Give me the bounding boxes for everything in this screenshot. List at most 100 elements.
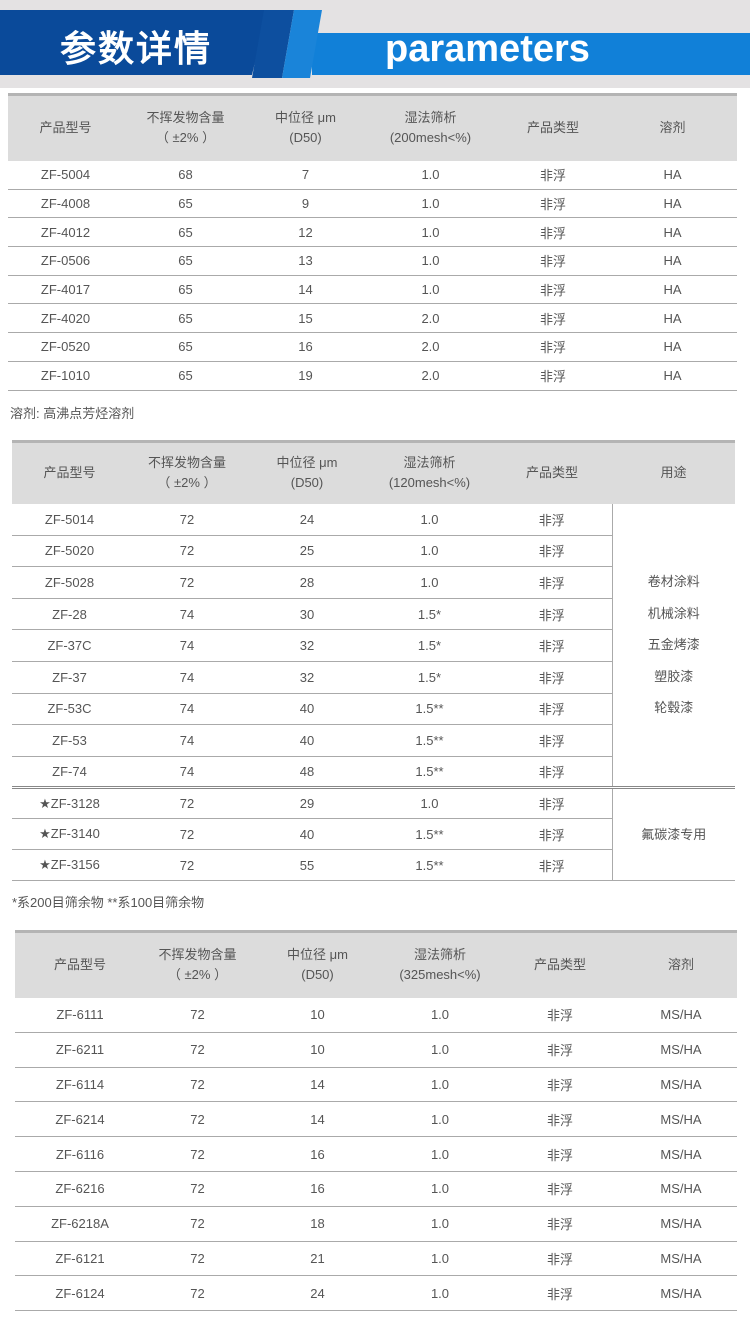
- column-header-model: 产品型号: [12, 440, 127, 504]
- cell-type: 非浮: [495, 1136, 625, 1172]
- cell-type: 非浮: [492, 566, 612, 599]
- cell-sieve: 1.0: [363, 160, 498, 190]
- column-header-sieve: 湿法筛析 (200mesh<%): [363, 93, 498, 161]
- cell-col6: HA: [608, 303, 737, 334]
- cell-type: 非浮: [495, 1206, 625, 1242]
- cell-type: 非浮: [495, 1101, 625, 1138]
- cell-sieve: 2.0: [363, 332, 498, 362]
- table-row: ZF-6114 72 14 1.0 非浮 MS/HA: [15, 1067, 737, 1103]
- column-header-nonvolatile: 不挥发物含量 （ ±2% ）: [123, 93, 248, 161]
- cell-col6: MS/HA: [625, 997, 737, 1033]
- cell-model: ZF-4008: [8, 189, 123, 219]
- header-text: 产品型号: [53, 957, 106, 973]
- cell-model: ZF-53: [12, 724, 127, 757]
- usage-cell-fluorocarbon: 氟碳漆专用: [611, 786, 735, 882]
- cell-model: ZF-28: [12, 598, 127, 631]
- cell-col6: HA: [608, 217, 737, 248]
- cell-nonvolatile: 72: [145, 1101, 250, 1138]
- cell-nonvolatile: 65: [123, 361, 248, 391]
- header-text: 产品型号: [39, 120, 92, 136]
- cell-model: ZF-5014: [12, 503, 127, 536]
- cell-sieve: 1.0: [385, 1171, 495, 1207]
- cell-type: 非浮: [492, 503, 612, 536]
- table-row: ZF-0506 65 13 1.0 非浮 HA: [8, 246, 737, 276]
- cell-type: 非浮: [498, 303, 608, 334]
- cell-sieve: 2.0: [363, 361, 498, 391]
- banner-light-band: [312, 33, 750, 75]
- header-row: 产品型号 不挥发物含量 （ ±2% ） 中位径 μm (D50) 湿法筛析 (200mesh…: [8, 93, 737, 161]
- cell-sieve: 1.5*: [367, 661, 492, 694]
- header-row: 产品型号 不挥发物含量 （ ±2% ） 中位径 μm (D50) 湿法筛析 (325mesh…: [15, 930, 737, 998]
- table-row: ZF-6111 72 10 1.0 非浮 MS/HA: [15, 997, 737, 1033]
- cell-sieve: 1.5**: [367, 849, 492, 882]
- header-text: (200mesh<%): [389, 130, 472, 146]
- header-text: (325mesh<%): [399, 967, 481, 983]
- cell-model: ZF-4020: [8, 303, 123, 334]
- table-row: ZF-4020 65 15 2.0 非浮 HA: [8, 303, 737, 334]
- header-text: （ ±2% ）: [167, 967, 228, 983]
- header-text: (120mesh<%): [388, 475, 471, 491]
- page-title-cn: 参数详情: [60, 29, 213, 70]
- cell-col6: HA: [608, 160, 737, 190]
- cell-nonvolatile: 74: [127, 693, 247, 726]
- cell-type: 非浮: [498, 246, 608, 276]
- title-banner: 参数详情 parameters: [0, 0, 750, 88]
- cell-col6: HA: [608, 275, 737, 305]
- column-header-type: 产品类型: [495, 930, 625, 998]
- header-text: (D50): [289, 130, 322, 146]
- cell-d50: 28: [247, 566, 367, 599]
- column-header-col6: 用途: [612, 440, 735, 504]
- cell-nonvolatile: 72: [127, 786, 247, 820]
- cell-type: 非浮: [492, 598, 612, 631]
- table-row: ZF-0520 65 16 2.0 非浮 HA: [8, 332, 737, 362]
- cell-col6: MS/HA: [625, 1171, 737, 1207]
- column-header-d50: 中位径 μm (D50): [248, 93, 363, 161]
- table-row: ZF-37 74 32 1.5* 非浮: [12, 661, 735, 694]
- cell-nonvolatile: 74: [127, 598, 247, 631]
- cell-sieve: 1.5**: [367, 693, 492, 726]
- cell-sieve: 1.0: [385, 1136, 495, 1172]
- usage-cell-general: 卷材涂料 机械涂料 五金烤漆 塑胶漆 轮毂漆: [611, 503, 735, 789]
- cell-d50: 16: [250, 1171, 385, 1207]
- cell-col6: MS/HA: [625, 1275, 737, 1312]
- cell-nonvolatile: 72: [145, 1032, 250, 1068]
- column-header-type: 产品类型: [492, 440, 612, 504]
- table-row: ★ZF-3128 72 29 1.0 非浮 氟碳漆专用: [12, 786, 735, 882]
- cell-model: ZF-5028: [12, 566, 127, 599]
- header-text: (D50): [301, 967, 334, 983]
- cell-col6: HA: [608, 246, 737, 276]
- cell-d50: 24: [250, 1275, 385, 1312]
- cell-nonvolatile: 74: [127, 629, 247, 662]
- column-header-type: 产品类型: [498, 93, 608, 161]
- cell-d50: 18: [250, 1206, 385, 1242]
- header-text: 中位径 μm: [275, 110, 336, 126]
- cell-model: ZF-6111: [15, 997, 145, 1033]
- table-row: ZF-4012 65 12 1.0 非浮 HA: [8, 217, 737, 248]
- cell-d50: 19: [248, 361, 363, 391]
- cell-type: 非浮: [498, 160, 608, 190]
- cell-sieve: 1.0: [367, 566, 492, 599]
- cell-type: 非浮: [492, 818, 612, 851]
- table-row: ★ZF-3156 72 55 1.5** 非浮: [12, 849, 735, 882]
- cell-d50: 40: [247, 818, 367, 851]
- cell-nonvolatile: 72: [145, 1241, 250, 1277]
- cell-d50: 32: [247, 661, 367, 694]
- cell-model: ZF-5020: [12, 535, 127, 568]
- cell-nonvolatile: 65: [123, 246, 248, 276]
- table-row: ZF-6121 72 21 1.0 非浮 MS/HA: [15, 1241, 737, 1277]
- header-text: 不挥发物含量: [146, 110, 225, 126]
- cell-type: 非浮: [492, 849, 612, 882]
- header-text: 产品类型: [525, 465, 578, 481]
- cell-type: 非浮: [495, 1171, 625, 1207]
- cell-model: ZF-6214: [15, 1101, 145, 1138]
- cell-d50: 10: [250, 1032, 385, 1068]
- usage-item: 塑胶漆: [654, 668, 694, 684]
- cell-model: ZF-6211: [15, 1032, 145, 1068]
- table-row: ZF-5004 68 7 1.0 非浮 HA: [8, 160, 737, 190]
- cell-type: 非浮: [498, 332, 608, 362]
- table1-note: 溶剂: 高沸点芳烃溶剂: [10, 406, 135, 421]
- cell-type: 非浮: [492, 786, 612, 820]
- params-table-200mesh: 产品型号 不挥发物含量 （ ±2% ） 中位径 μm (D50) 湿法筛析 (200mesh…: [8, 93, 737, 391]
- cell-model: ZF-53C: [12, 693, 127, 726]
- cell-sieve: 1.0: [367, 503, 492, 536]
